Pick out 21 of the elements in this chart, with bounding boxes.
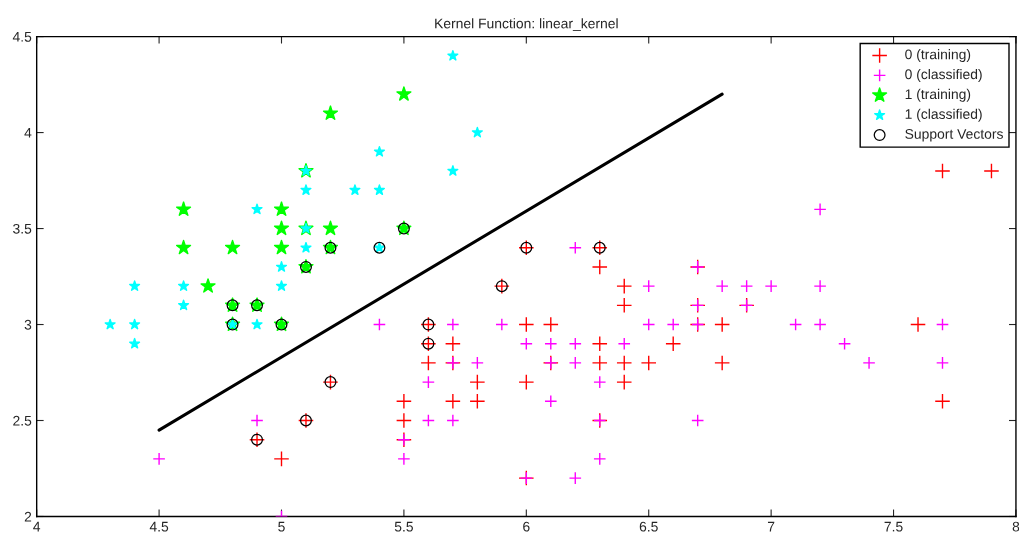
x-tick-label: 7.5	[884, 521, 903, 532]
x-tick-label: 6.5	[639, 521, 658, 532]
y-tick-label: 3	[24, 319, 32, 330]
chart-title: Kernel Function: linear_kernel	[435, 18, 618, 32]
x-tick-label: 5.5	[394, 521, 413, 532]
y-tick-label: 3.5	[13, 223, 32, 234]
x-tick-label: 6	[523, 521, 530, 532]
y-tick-label: 4	[24, 128, 32, 138]
x-tick-label: 4.5	[149, 521, 169, 532]
y-tick-label: 2.5	[13, 415, 32, 426]
legend-label: 1 (training)	[905, 88, 971, 102]
x-tick-label: 8	[1012, 521, 1019, 532]
y-tick-label: 2	[24, 511, 32, 522]
x-tick-label: 7	[767, 521, 775, 532]
legend-label: 0 (training)	[905, 49, 971, 63]
legend-label: 0 (classified)	[905, 68, 982, 82]
y-tick-label: 4.5	[12, 32, 32, 42]
legend-label: Support Vectors	[905, 129, 1003, 142]
x-tick-label: 4	[33, 521, 41, 532]
x-tick-label: 5	[278, 521, 285, 532]
legend-label: 1 (classified)	[905, 108, 982, 122]
